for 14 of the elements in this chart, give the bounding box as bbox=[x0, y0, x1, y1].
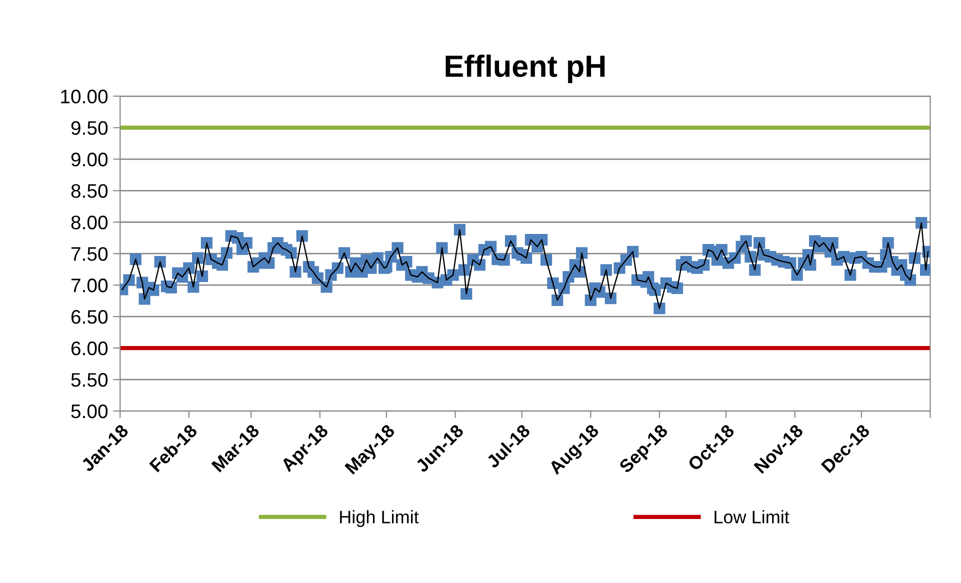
y-tick-label: 9.50 bbox=[71, 121, 108, 135]
y-tick-label: 5.00 bbox=[71, 404, 108, 418]
y-tick-label: 10.00 bbox=[61, 90, 108, 104]
y-tick-label: 6.00 bbox=[71, 342, 108, 356]
y-tick-label: 9.00 bbox=[71, 152, 108, 166]
y-tick-label: 8.50 bbox=[71, 184, 108, 198]
y-tick-label: 8.00 bbox=[71, 216, 108, 230]
y-tick-label: 5.50 bbox=[71, 373, 108, 387]
y-tick-label: 7.50 bbox=[71, 247, 108, 261]
chart-title: Effluent pH bbox=[446, 54, 605, 84]
legend-label: Low Limit bbox=[714, 510, 790, 524]
legend-label: High Limit bbox=[340, 510, 419, 527]
y-tick-label: 7.00 bbox=[71, 278, 108, 292]
y-tick-label: 6.50 bbox=[71, 310, 108, 324]
